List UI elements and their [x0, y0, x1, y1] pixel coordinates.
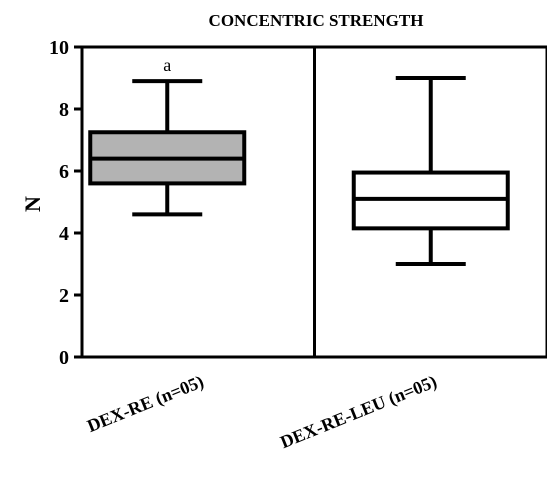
x-category-label: DEX-RE-LEU (n=05)	[277, 371, 439, 453]
y-tick-label: 4	[59, 223, 69, 245]
y-tick-label: 8	[59, 99, 69, 121]
y-tick-label: 6	[59, 161, 69, 183]
y-tick-label: 0	[59, 347, 69, 369]
y-axis-label: N	[20, 196, 45, 212]
plot-area: 0 2 4 6 8 10 a DEX-RE (n=05) DEX-RE-LEU (n=05)	[49, 37, 547, 453]
significance-annotation: a	[163, 55, 171, 75]
x-category-label: DEX-RE (n=05)	[84, 371, 207, 437]
y-tick-label: 2	[59, 285, 69, 307]
chart-title: CONCENTRIC STRENGTH	[209, 11, 424, 30]
y-tick-label: 10	[49, 37, 69, 59]
